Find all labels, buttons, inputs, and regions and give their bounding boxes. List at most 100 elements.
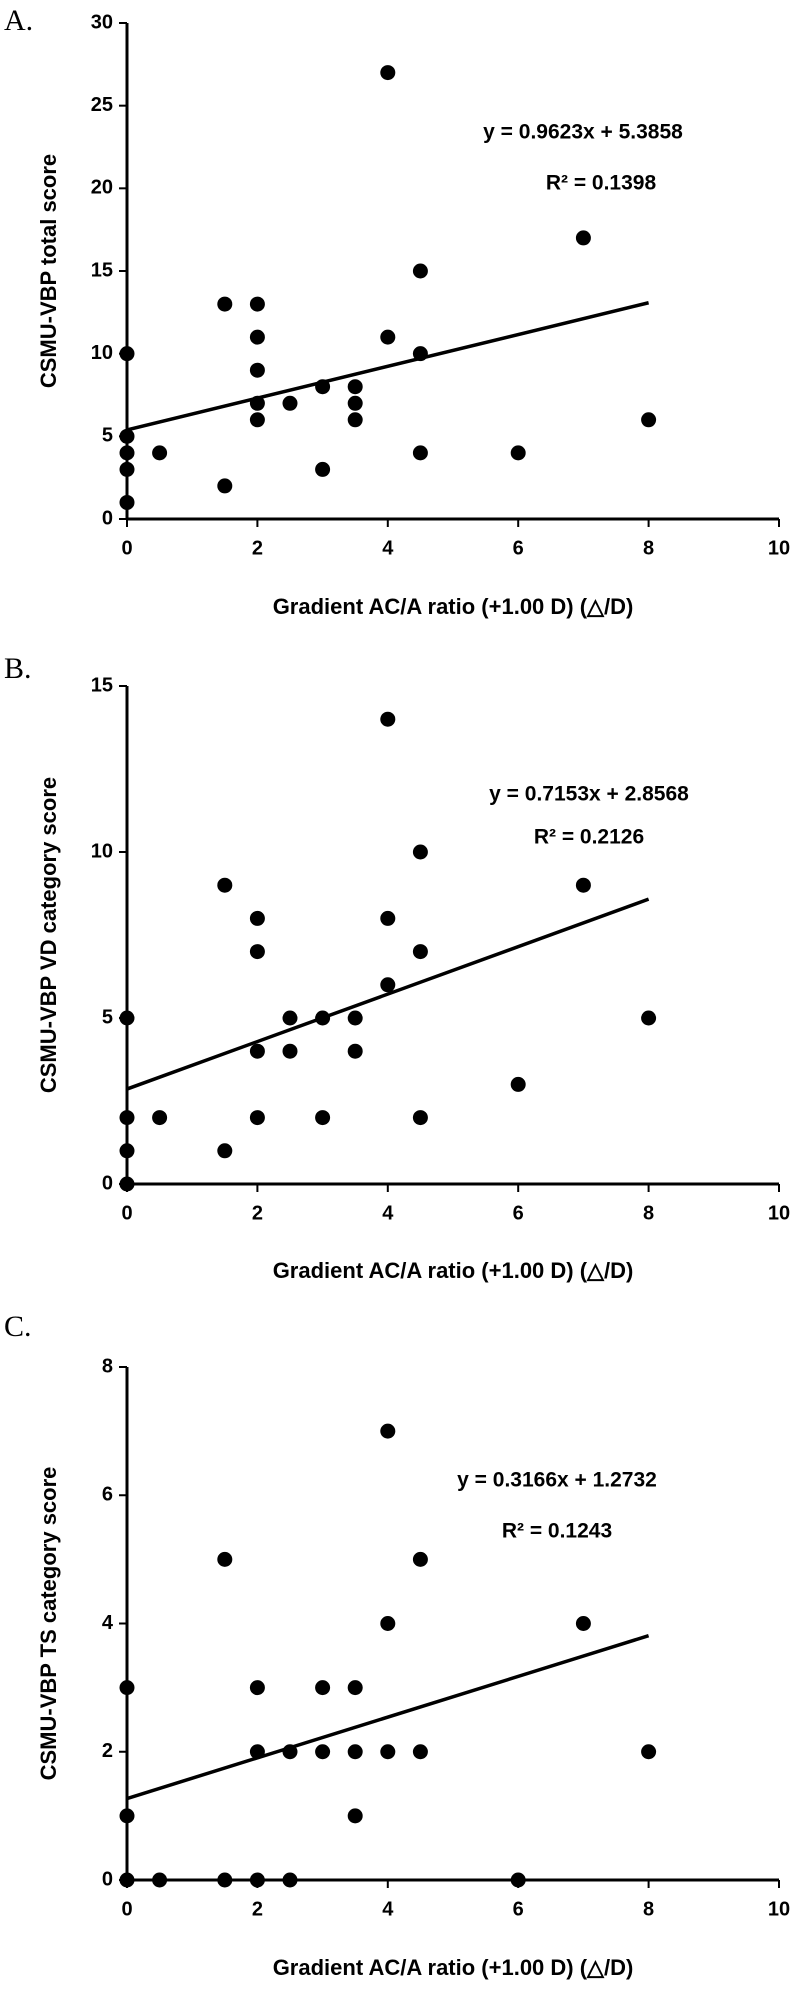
y-axis-label: CSMU-VBP TS category score bbox=[36, 1467, 61, 1781]
data-point bbox=[119, 494, 135, 510]
data-point bbox=[152, 1110, 168, 1126]
data-point bbox=[347, 379, 363, 395]
scatter-plot: C. 0 2 4 6 8 0 2 4 6 8 10 CSMU-VBP TS category score… bbox=[4, 1310, 790, 1980]
data-point bbox=[119, 445, 135, 461]
x-axis-label: Gradient AC/A ratio (+1.00 D) (△/D) bbox=[273, 1258, 634, 1283]
x-tick-label: 8 bbox=[643, 537, 654, 559]
x-tick-label: 8 bbox=[643, 1898, 654, 1920]
data-point bbox=[380, 1744, 396, 1760]
data-point bbox=[249, 1110, 265, 1126]
x-axis-label: Gradient AC/A ratio (+1.00 D) (△/D) bbox=[273, 1955, 634, 1980]
y-tick-label: 8 bbox=[102, 1355, 113, 1377]
panel-label: B. bbox=[4, 652, 32, 685]
data-point bbox=[249, 412, 265, 428]
y-tick-label: 25 bbox=[91, 94, 113, 116]
x-tick-label: 2 bbox=[252, 1202, 263, 1224]
y-axis-label: CSMU-VBP VD category score bbox=[36, 777, 61, 1093]
data-point bbox=[249, 1872, 265, 1888]
data-point bbox=[249, 296, 265, 312]
data-point bbox=[412, 263, 428, 279]
y-tick-label: 20 bbox=[91, 177, 113, 199]
x-tick-label: 6 bbox=[513, 1202, 524, 1224]
data-point bbox=[152, 445, 168, 461]
y-tick-label: 0 bbox=[102, 507, 113, 529]
data-point bbox=[217, 1872, 233, 1888]
data-point bbox=[575, 877, 591, 893]
data-point bbox=[119, 1808, 135, 1824]
data-point bbox=[347, 1744, 363, 1760]
x-tick-label: 0 bbox=[121, 1202, 132, 1224]
data-point bbox=[347, 395, 363, 411]
x-tick-label: 2 bbox=[252, 1898, 263, 1920]
data-point bbox=[347, 1043, 363, 1059]
y-tick-label: 2 bbox=[102, 1740, 113, 1762]
x-tick-label: 6 bbox=[513, 1898, 524, 1920]
data-point bbox=[412, 1744, 428, 1760]
data-point bbox=[282, 1872, 298, 1888]
data-point bbox=[347, 1010, 363, 1026]
x-axis-label: Gradient AC/A ratio (+1.00 D) (△/D) bbox=[273, 594, 634, 619]
data-point bbox=[412, 944, 428, 960]
annotation: R² = 0.1243 bbox=[502, 1520, 612, 1543]
y-tick-label: 5 bbox=[102, 425, 113, 447]
data-point bbox=[575, 230, 591, 246]
data-point bbox=[315, 461, 331, 477]
y-tick-label: 6 bbox=[102, 1484, 113, 1506]
y-axis-label: CSMU-VBP total score bbox=[36, 154, 61, 388]
data-point bbox=[217, 877, 233, 893]
data-point bbox=[249, 1043, 265, 1059]
y-tick-label: 15 bbox=[91, 674, 113, 696]
y-tick-label: 0 bbox=[102, 1868, 113, 1890]
annotation: R² = 0.1398 bbox=[546, 172, 657, 195]
x-tick-label: 4 bbox=[382, 537, 394, 559]
data-point bbox=[380, 711, 396, 727]
scatter-plot: B. 0 5 10 15 0 2 4 6 8 10 CSMU-VBP VD category scor… bbox=[4, 652, 790, 1283]
trend-line bbox=[126, 897, 650, 1091]
trend-line bbox=[126, 301, 650, 432]
data-point bbox=[412, 445, 428, 461]
panel-label: A. bbox=[4, 4, 33, 37]
data-point bbox=[119, 1176, 135, 1192]
x-tick-label: 4 bbox=[382, 1898, 394, 1920]
data-point bbox=[119, 1110, 135, 1126]
x-tick-label: 0 bbox=[121, 537, 132, 559]
data-point bbox=[119, 346, 135, 362]
data-point bbox=[412, 1110, 428, 1126]
data-point bbox=[152, 1872, 168, 1888]
data-point bbox=[249, 944, 265, 960]
x-tick-label: 10 bbox=[768, 1898, 790, 1920]
data-point bbox=[380, 910, 396, 926]
data-point bbox=[510, 1076, 526, 1092]
data-point bbox=[249, 329, 265, 345]
y-tick-label: 5 bbox=[102, 1006, 113, 1028]
data-point bbox=[249, 362, 265, 378]
annotation: y = 0.3166x + 1.2732 bbox=[457, 1469, 657, 1492]
x-tick-label: 0 bbox=[121, 1898, 132, 1920]
scatter-plot: A. 0 5 10 15 20 25 30 0 2 4 6 8 10 CSMU-VBP total scor… bbox=[4, 4, 790, 619]
x-tick-label: 10 bbox=[768, 1202, 790, 1224]
data-point bbox=[380, 977, 396, 993]
data-point bbox=[119, 1872, 135, 1888]
trend-line bbox=[126, 1634, 650, 1801]
data-point bbox=[282, 1043, 298, 1059]
y-tick-label: 30 bbox=[91, 11, 113, 33]
data-point bbox=[380, 65, 396, 81]
data-point bbox=[641, 412, 657, 428]
annotation: y = 0.9623x + 5.3858 bbox=[483, 121, 683, 144]
data-point bbox=[347, 412, 363, 428]
x-tick-label: 8 bbox=[643, 1202, 654, 1224]
x-tick-label: 2 bbox=[252, 537, 263, 559]
data-point bbox=[282, 1010, 298, 1026]
data-point bbox=[510, 1872, 526, 1888]
annotation: R² = 0.2126 bbox=[534, 826, 644, 849]
data-point bbox=[412, 844, 428, 860]
data-point bbox=[575, 1616, 591, 1631]
annotation: y = 0.7153x + 2.8568 bbox=[489, 783, 689, 806]
data-point bbox=[119, 1010, 135, 1026]
data-point bbox=[347, 1680, 363, 1696]
data-point bbox=[315, 1744, 331, 1760]
data-point bbox=[315, 1110, 331, 1126]
data-point bbox=[380, 1616, 396, 1631]
x-tick-label: 10 bbox=[768, 537, 790, 559]
